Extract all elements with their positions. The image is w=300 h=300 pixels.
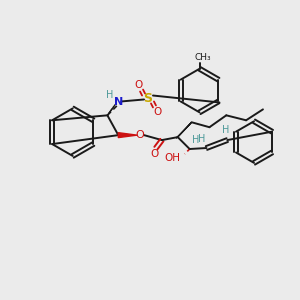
Polygon shape	[118, 133, 137, 138]
Text: S: S	[143, 92, 152, 105]
Text: OH: OH	[165, 153, 181, 163]
Polygon shape	[176, 122, 192, 138]
Text: O: O	[151, 149, 159, 159]
Text: N: N	[114, 98, 123, 107]
Text: H: H	[198, 134, 205, 144]
Text: O: O	[154, 107, 162, 117]
Text: H: H	[106, 89, 113, 100]
Text: O: O	[134, 80, 142, 90]
Text: O: O	[136, 130, 145, 140]
Text: CH₃: CH₃	[194, 53, 211, 62]
Text: H: H	[222, 125, 229, 135]
Text: H: H	[192, 135, 199, 145]
